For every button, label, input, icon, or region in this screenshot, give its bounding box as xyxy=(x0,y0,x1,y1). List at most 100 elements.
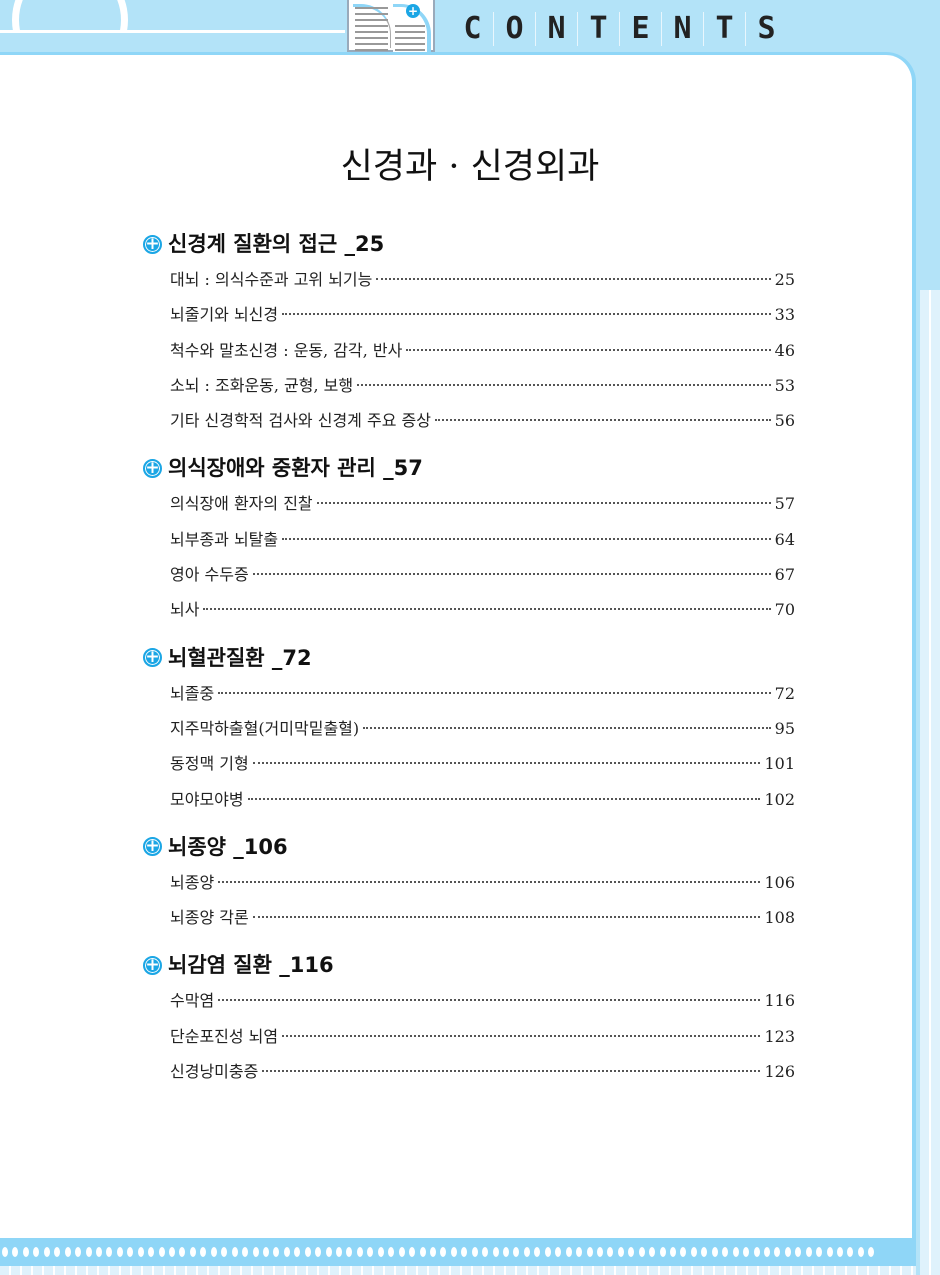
entry-label: 신경낭미충증 xyxy=(170,1062,259,1082)
decorative-dot xyxy=(638,1247,645,1257)
dot-leader xyxy=(218,999,761,1002)
section-heading[interactable]: + 신경계 질환의 접근 _25 xyxy=(143,226,795,262)
decorative-dot xyxy=(492,1247,499,1257)
toc-entry[interactable]: 대뇌 : 의식수준과 고위 뇌기능 25 xyxy=(143,262,795,297)
section-heading[interactable]: + 뇌종양 _106 xyxy=(143,829,795,865)
decorative-dot xyxy=(565,1247,572,1257)
entry-page-number: 123 xyxy=(764,1026,795,1046)
dot-leader xyxy=(316,502,771,505)
dot-leader xyxy=(252,573,771,576)
entry-label: 모야모야병 xyxy=(170,789,244,809)
decorative-dot xyxy=(450,1247,457,1257)
toc-entry[interactable]: 지주막하출혈(거미막밑출혈) 95 xyxy=(143,711,795,746)
contents-letter: T xyxy=(704,12,746,46)
entry-page-number: 72 xyxy=(774,683,795,703)
decorative-dot xyxy=(544,1247,551,1257)
decorative-dot xyxy=(273,1247,280,1257)
section-heading[interactable]: + 의식장애와 중환자 관리 _57 xyxy=(143,450,795,486)
toc-entry[interactable]: 뇌줄기와 뇌신경 33 xyxy=(143,297,795,332)
decorative-dot xyxy=(596,1247,603,1257)
contents-letter: O xyxy=(494,12,536,46)
entry-page-number: 53 xyxy=(774,375,795,395)
decorative-dot xyxy=(221,1247,228,1257)
entry-page-number: 101 xyxy=(764,754,795,774)
decorative-dot xyxy=(85,1247,92,1257)
entry-label: 뇌종양 xyxy=(170,872,215,892)
decorative-dot xyxy=(12,1247,19,1257)
decorative-dot xyxy=(701,1247,708,1257)
dot-leader xyxy=(363,726,771,729)
decorative-stripe xyxy=(0,1266,916,1275)
decorative-dot xyxy=(388,1247,395,1257)
decorative-dot xyxy=(116,1247,123,1257)
section-heading[interactable]: + 뇌혈관질환 _72 xyxy=(143,640,795,676)
toc-entry[interactable]: 단순포진성 뇌염 123 xyxy=(143,1019,795,1054)
toc-entry[interactable]: 수막염 116 xyxy=(143,983,795,1018)
plus-icon: + xyxy=(406,4,420,18)
entry-label: 뇌졸중 xyxy=(170,683,215,703)
entry-label: 뇌줄기와 뇌신경 xyxy=(170,305,279,325)
decorative-dot xyxy=(503,1247,509,1257)
decorative-dot xyxy=(555,1247,562,1257)
decorative-dot xyxy=(200,1247,207,1257)
decorative-dot xyxy=(304,1247,311,1257)
decorative-dot xyxy=(763,1247,770,1257)
decorative-dot xyxy=(356,1247,363,1257)
toc-entry[interactable]: 기타 신경학적 검사와 신경계 주요 증상 56 xyxy=(143,403,795,438)
section-title: 뇌감염 질환 _116 xyxy=(168,953,334,978)
decorative-dot xyxy=(868,1247,875,1257)
toc-entry[interactable]: 척수와 말초신경 : 운동, 감각, 반사 46 xyxy=(143,333,795,368)
decorative-line xyxy=(0,30,345,33)
toc-entry[interactable]: 뇌종양 각론 108 xyxy=(143,900,795,935)
toc-entry[interactable]: 뇌부종과 뇌탈출 64 xyxy=(143,522,795,557)
entry-page-number: 46 xyxy=(774,340,795,360)
decorative-dot xyxy=(586,1247,593,1257)
decorative-dot xyxy=(231,1247,238,1257)
entry-label: 영아 수두증 xyxy=(170,565,249,585)
decorative-dot xyxy=(471,1247,478,1257)
entry-page-number: 116 xyxy=(764,991,795,1011)
toc-entry[interactable]: 동정맥 기형 101 xyxy=(143,746,795,781)
decorative-dot xyxy=(179,1247,186,1257)
toc-entry[interactable]: 의식장애 환자의 진찰 57 xyxy=(143,486,795,521)
decorative-dot xyxy=(659,1247,666,1257)
decorative-dot xyxy=(670,1247,676,1257)
toc-entry[interactable]: 영아 수두증 67 xyxy=(143,557,795,592)
toc-entry[interactable]: 뇌졸중 72 xyxy=(143,676,795,711)
section-title: 뇌혈관질환 _72 xyxy=(168,645,312,670)
decorative-dot xyxy=(722,1247,729,1257)
decorative-dot xyxy=(690,1247,697,1257)
toc-entry[interactable]: 뇌사 70 xyxy=(143,592,795,627)
decorative-dot xyxy=(22,1247,29,1257)
entry-page-number: 108 xyxy=(764,908,795,928)
plus-circle-icon: + xyxy=(143,234,162,254)
toc-entry[interactable]: 신경낭미충증 126 xyxy=(143,1054,795,1089)
decorative-dot xyxy=(283,1247,290,1257)
entry-label: 기타 신경학적 검사와 신경계 주요 증상 xyxy=(170,411,431,431)
decorative-dot xyxy=(262,1247,269,1257)
dot-leader xyxy=(282,537,771,540)
decorative-dot xyxy=(2,1247,8,1257)
decorative-dot xyxy=(513,1247,520,1257)
toc-entry[interactable]: 소뇌 : 조화운동, 균형, 보행 53 xyxy=(143,368,795,403)
dot-leader xyxy=(218,691,771,694)
section-heading[interactable]: + 뇌감염 질환 _116 xyxy=(143,947,795,983)
decorative-dot xyxy=(398,1247,405,1257)
entry-label: 단순포진성 뇌염 xyxy=(170,1026,279,1046)
decorative-dot xyxy=(106,1247,113,1257)
decorative-dot xyxy=(64,1247,71,1257)
contents-letter: N xyxy=(662,12,704,46)
contents-letter: S xyxy=(757,11,776,46)
decorative-dot xyxy=(377,1247,384,1257)
decorative-dot xyxy=(127,1247,134,1257)
decorative-dot xyxy=(711,1247,718,1257)
decorative-dot xyxy=(419,1247,426,1257)
decorative-dot xyxy=(336,1247,342,1257)
entry-label: 수막염 xyxy=(170,991,215,1011)
plus-circle-icon: + xyxy=(143,458,162,478)
toc-entry[interactable]: 뇌종양 106 xyxy=(143,865,795,900)
toc-entry[interactable]: 모야모야병 102 xyxy=(143,782,795,817)
entry-label: 대뇌 : 의식수준과 고위 뇌기능 xyxy=(170,270,373,289)
section-title: 뇌종양 _106 xyxy=(168,834,288,859)
entry-label: 뇌사 xyxy=(170,600,200,620)
